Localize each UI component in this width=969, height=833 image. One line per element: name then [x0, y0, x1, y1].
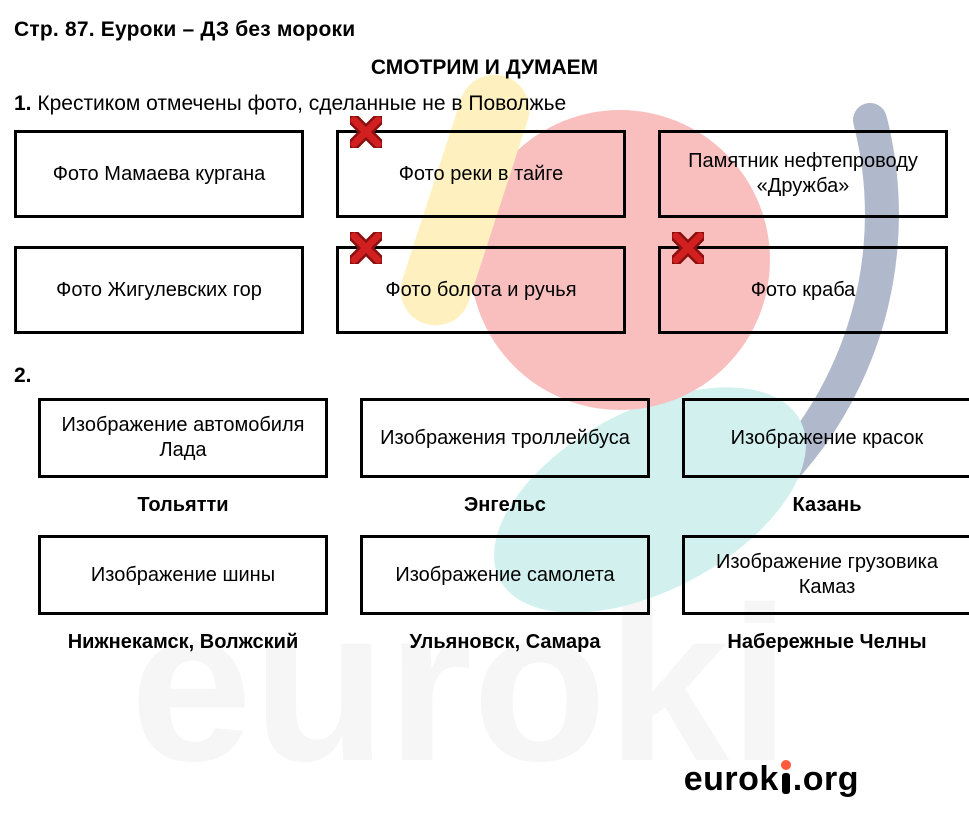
- city-label: Тольятти: [38, 488, 328, 525]
- task2-number: 2.: [14, 364, 955, 388]
- task1-grid: Фото Мамаева кургана Фото реки в тайге П…: [14, 130, 955, 334]
- cross-icon: [350, 116, 382, 148]
- image-card: Изображение красок: [682, 398, 969, 478]
- city-label: Набережные Челны: [682, 625, 969, 662]
- image-card: Изображение автомобиля Лада: [38, 398, 328, 478]
- task1-cell: Фото реки в тайге: [336, 130, 626, 218]
- footer-logo-post: .org: [793, 760, 859, 798]
- city-label: Нижнекамск, Волжский: [38, 625, 328, 662]
- footer-logo-pre: eurok: [684, 760, 779, 798]
- task1-cell: Памятник нефтепроводу «Дружба»: [658, 130, 948, 218]
- image-card: Изображение грузовика Камаз: [682, 535, 969, 615]
- page-header: Стр. 87. Еуроки – ДЗ без мороки: [14, 18, 955, 42]
- task1-cell: Фото болота и ручья: [336, 246, 626, 334]
- city-label: Ульяновск, Самара: [360, 625, 650, 662]
- task2-grid: Изображение автомобиля Лада Изображения …: [38, 398, 955, 662]
- task1-cell: Фото Жигулевских гор: [14, 246, 304, 334]
- image-card: Изображения троллейбуса: [360, 398, 650, 478]
- image-card: Изображение самолета: [360, 535, 650, 615]
- footer-logo: eurok .org: [684, 760, 859, 799]
- city-label: Энгельс: [360, 488, 650, 525]
- footer-logo-i-icon: [779, 760, 793, 799]
- photo-card: Фото Мамаева кургана: [14, 130, 304, 218]
- task1-prompt: 1. Крестиком отмечены фото, сделанные не…: [14, 92, 955, 116]
- image-card: Изображение шины: [38, 535, 328, 615]
- cross-icon: [350, 232, 382, 264]
- task1-cell: Фото Мамаева кургана: [14, 130, 304, 218]
- section-title: СМОТРИМ И ДУМАЕМ: [14, 56, 955, 80]
- photo-card: Фото Жигулевских гор: [14, 246, 304, 334]
- task1-number: 1.: [14, 92, 32, 115]
- city-label: Казань: [682, 488, 969, 525]
- task1-text: Крестиком отмечены фото, сделанные не в …: [32, 92, 567, 115]
- cross-icon: [672, 232, 704, 264]
- photo-card: Памятник нефтепроводу «Дружба»: [658, 130, 948, 218]
- task1-cell: Фото краба: [658, 246, 948, 334]
